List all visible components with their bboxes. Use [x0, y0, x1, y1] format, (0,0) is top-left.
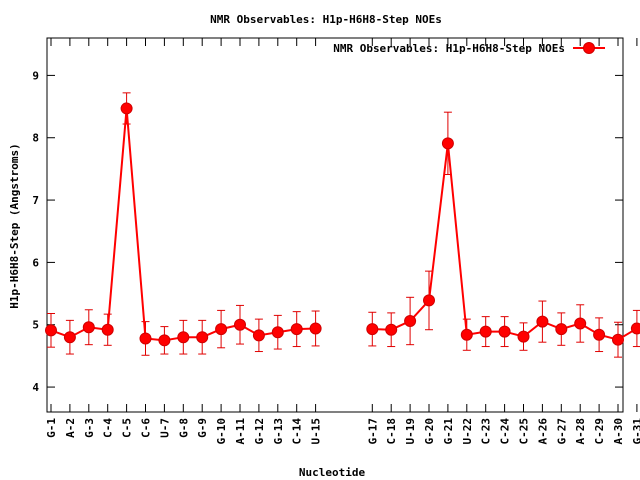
series-line — [372, 143, 638, 341]
y-tick-label: 6 — [32, 256, 39, 269]
x-tick-label: G-8 — [177, 418, 190, 438]
data-point — [234, 318, 246, 331]
legend-label: NMR Observables: H1p-H6H8-Step NOEs — [333, 42, 565, 55]
x-tick-label: A-2 — [64, 418, 77, 438]
data-point — [385, 323, 398, 336]
data-point — [45, 324, 57, 337]
x-tick-label: G-27 — [555, 418, 568, 445]
plot-frame — [46, 37, 624, 413]
chart-title: NMR Observables: H1p-H6H8-Step NOEs — [210, 13, 442, 26]
data-point — [271, 326, 284, 339]
data-point — [158, 334, 171, 347]
data-point — [555, 323, 568, 336]
x-tick-label: G-9 — [196, 418, 209, 438]
series-line — [50, 108, 316, 342]
data-point — [423, 294, 435, 307]
x-tick-label: U-22 — [461, 418, 474, 445]
x-tick-label: C-14 — [291, 418, 304, 445]
data-point — [120, 102, 133, 115]
data-point — [366, 323, 379, 336]
x-tick-label: G-21 — [442, 418, 455, 445]
x-axis-label: Nucleotide — [299, 466, 366, 479]
data-point — [101, 323, 114, 336]
data-point — [82, 321, 95, 334]
data-point — [612, 333, 624, 346]
x-tick-label: G-17 — [366, 418, 379, 445]
x-axis: G-1 A-2 G-3 C-4 C-5 C-6 U-7 G-8 G-9 G-10 A-11 G-12 G… — [45, 38, 640, 445]
x-tick-label: G-3 — [83, 418, 96, 438]
x-tick-label: G-10 — [215, 418, 228, 445]
data-point — [309, 322, 322, 335]
data-point — [290, 323, 303, 336]
x-tick-label: C-23 — [480, 418, 493, 445]
x-tick-label: A-11 — [234, 418, 247, 445]
series-group — [45, 92, 640, 358]
x-tick-label: U-7 — [158, 418, 171, 438]
data-point — [404, 314, 417, 327]
y-axis-label: H1p-H6H8-Step (Angstroms) — [8, 143, 21, 309]
x-tick-label: C-24 — [499, 418, 512, 445]
y-tick-label: 8 — [32, 132, 39, 145]
data-point — [139, 332, 152, 345]
x-tick-label: C-18 — [385, 418, 398, 445]
data-point — [498, 325, 511, 338]
x-tick-label: G-12 — [253, 418, 266, 445]
x-tick-label: A-26 — [536, 418, 549, 445]
data-point — [574, 317, 587, 330]
y-tick-label: 9 — [32, 69, 39, 82]
data-point — [177, 331, 190, 344]
legend: NMR Observables: H1p-H6H8-Step NOEs — [333, 42, 605, 55]
y-tick-label: 4 — [32, 381, 39, 394]
data-point — [196, 331, 209, 344]
y-tick-label: 5 — [32, 319, 39, 332]
data-point — [215, 323, 228, 336]
x-tick-label: A-28 — [574, 418, 587, 445]
x-tick-label: G-31 — [631, 418, 640, 445]
data-point — [63, 331, 76, 344]
x-tick-label: G-13 — [272, 418, 285, 445]
x-tick-label: G-20 — [423, 418, 436, 445]
data-point — [252, 329, 265, 342]
x-tick-label: U-19 — [404, 418, 417, 445]
data-point — [479, 325, 492, 338]
x-tick-label: C-29 — [593, 418, 606, 445]
x-tick-label: A-30 — [612, 418, 625, 445]
data-point — [536, 315, 549, 328]
legend-marker — [583, 42, 595, 54]
x-tick-label: U-15 — [310, 418, 323, 445]
x-tick-label: G-1 — [45, 418, 58, 438]
x-tick-label: C-25 — [518, 418, 531, 445]
x-tick-label: C-5 — [121, 418, 134, 438]
y-tick-label: 7 — [32, 194, 39, 207]
data-point — [517, 330, 530, 343]
x-tick-label: C-6 — [140, 418, 153, 438]
data-point — [460, 328, 473, 341]
x-tick-label: C-4 — [102, 418, 115, 438]
data-point — [441, 137, 454, 150]
data-point — [630, 322, 640, 335]
data-point — [593, 328, 606, 341]
y-axis: 4 5 6 7 8 9 — [32, 69, 623, 394]
